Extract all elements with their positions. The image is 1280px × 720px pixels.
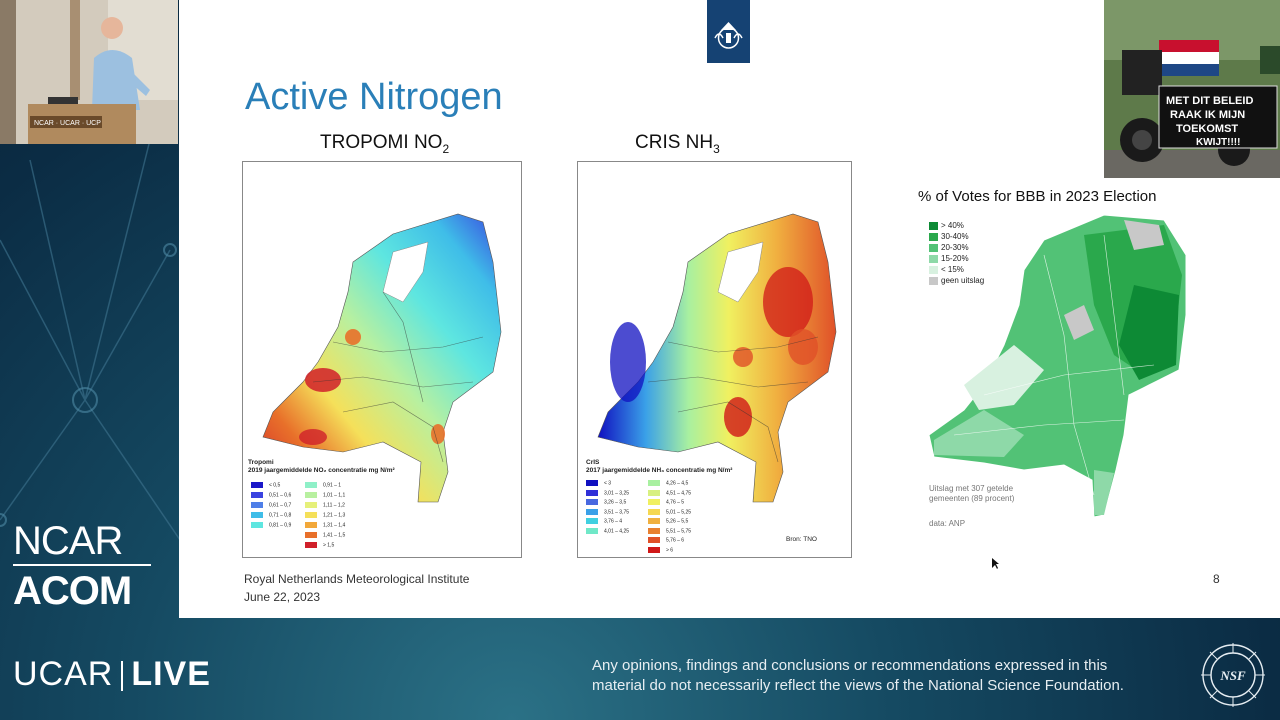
- nsf-disclaimer: Any opinions, findings and conclusions o…: [592, 657, 1124, 694]
- footer-organization: Royal Netherlands Meteorological Institu…: [244, 572, 470, 586]
- map2-legend-left: < 3 3,01 – 3,25 3,26 – 3,5 3,51 – 3,75 3…: [586, 480, 629, 537]
- map2-legend-right: 4,26 – 4,5 4,51 – 4,75 4,76 – 5 5,01 – 5…: [648, 480, 691, 556]
- map1-legend-right: 0,91 – 1 1,01 – 1,1 1,11 – 1,2 1,21 – 1,…: [305, 482, 345, 552]
- map1-caption: TROPOMI NO2: [320, 132, 450, 156]
- svg-text:KWIJT!!!!: KWIJT!!!!: [1196, 137, 1240, 148]
- network-decoration: [0, 140, 180, 541]
- map2-source: Bron: TNO: [786, 536, 817, 543]
- slide-title: Active Nitrogen: [245, 76, 503, 118]
- map1-legend-left: < 0,5 0,51 – 0,6 0,61 – 0,7 0,71 – 0,8 0…: [251, 482, 291, 532]
- bbb-votes-map: [928, 214, 1187, 518]
- presentation-slide: Active Nitrogen TROPOMI NO2: [179, 0, 1280, 618]
- bbb-source: data: ANP: [929, 519, 966, 528]
- svg-text:NCAR · UCAR · UCP: NCAR · UCAR · UCP: [34, 120, 101, 127]
- map1-no2: Tropomi 2019 jaargemiddelde NO₂ concentr…: [242, 161, 522, 558]
- netherlands-government-logo: [707, 0, 750, 63]
- bbb-note: Uitslag met 307 getelde gemeenten (89 pr…: [929, 484, 1015, 503]
- svg-text:NSF: NSF: [1219, 668, 1246, 683]
- bbb-map-title: % of Votes for BBB in 2023 Election: [918, 188, 1157, 205]
- speaker-camera-feed: NCAR · UCAR · UCP: [0, 0, 178, 144]
- map2-caption: CRIS NH3: [635, 132, 720, 156]
- svg-text:MET DIT BELEID: MET DIT BELEID: [1166, 95, 1253, 107]
- mouse-cursor-icon: [992, 558, 999, 569]
- footer-date: June 22, 2023: [244, 590, 321, 604]
- protest-tractor-photo: MET DIT BELEID RAAK IK MIJN TOEKOMST KWI…: [1104, 0, 1280, 178]
- ncar-acom-logo: NCAR ACOM: [13, 520, 151, 612]
- page-number: 8: [1213, 572, 1220, 586]
- svg-text:RAAK IK MIJN: RAAK IK MIJN: [1170, 109, 1245, 121]
- ucar-live-logo: UCAR LIVE: [13, 655, 211, 693]
- nsf-logo: NSF: [1201, 643, 1265, 707]
- map2-nh3: CrIS 2017 jaargemiddelde NH₃ concentrati…: [577, 161, 852, 558]
- bbb-legend: > 40% 30-40% 20-30% 15-20% < 15% geen ui…: [929, 220, 984, 286]
- svg-text:TOEKOMST: TOEKOMST: [1176, 123, 1238, 135]
